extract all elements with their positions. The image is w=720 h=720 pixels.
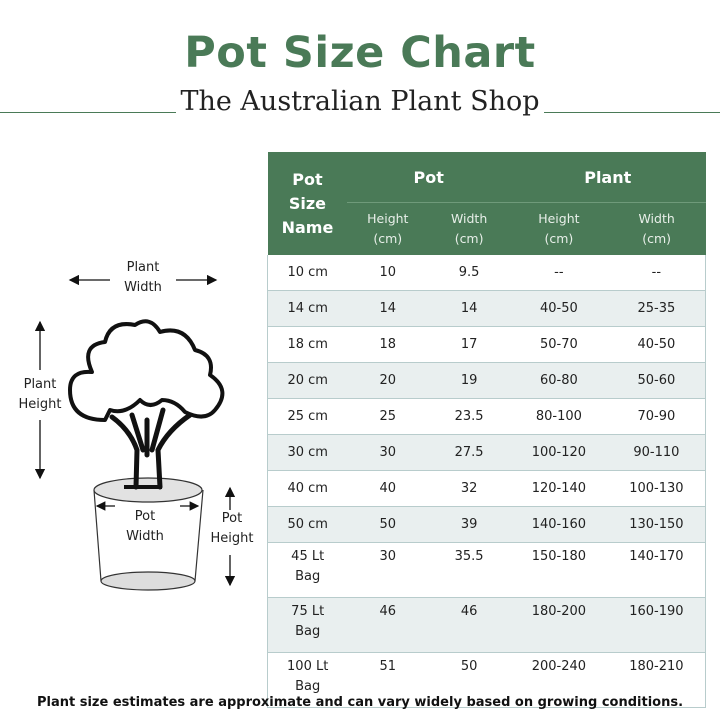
divider-right [544,112,720,113]
pot-size-table: Pot Size Name Pot Plant Height (cm) Width (c… [267,152,706,708]
plant-h-cell: 100-120 [510,434,608,471]
plant-w-cell: -- [607,255,706,291]
plant-h-cell: 200-240 [510,652,608,708]
pot-h-cell: 50 [347,506,429,543]
plant-w-cell: 70-90 [607,398,706,435]
pot-size-name: 30 cm [267,434,348,471]
plant-height-label: Plant Height [18,377,62,412]
pot-size-name: 10 cm [267,255,348,291]
plant-w-cell: 90-110 [607,434,706,471]
plant-w-cell: 140-170 [607,542,706,598]
plant-height-header: Height (cm) [510,202,608,255]
pot-w-cell: 23.5 [428,398,510,435]
pot-w-cell: 27.5 [428,434,510,471]
pot-w-cell: 14 [428,290,510,327]
table-row: 45 Lt Bag 30 35.5 150-180 140-170 [267,542,706,598]
pot-w-cell: 17 [428,326,510,363]
page-title: Pot Size Chart [184,28,536,78]
table-row: 14 cm 14 14 40-50 25-35 [267,290,706,327]
plant-pot-diagram: Plant Width Plant Height Pot Width Pot Heigh… [0,250,265,620]
plant-w-cell: 130-150 [607,506,706,543]
plant-w-cell: 180-210 [607,652,706,708]
pot-h-cell: 46 [347,597,429,653]
table-row: 20 cm 20 19 60-80 50-60 [267,362,706,399]
table-row: 30 cm 30 27.5 100-120 90-110 [267,434,706,471]
table-row: 25 cm 25 23.5 80-100 70-90 [267,398,706,435]
pot-h-cell: 18 [347,326,429,363]
pot-w-cell: 39 [428,506,510,543]
pot-h-cell: 51 [347,652,429,708]
pot-w-cell: 32 [428,470,510,507]
tree-in-pot-illustration [34,274,236,591]
pot-height-label: Pot Height [210,511,254,546]
plant-h-cell: 120-140 [510,470,608,507]
table-row: 75 Lt Bag 46 46 180-200 160-190 [267,597,706,653]
plant-width-label: Plant Width [124,260,162,295]
plant-w-cell: 40-50 [607,326,706,363]
pot-h-cell: 30 [347,542,429,598]
plant-h-cell: 180-200 [510,597,608,653]
pot-width-header: Width (cm) [428,202,510,255]
pot-h-cell: 40 [347,470,429,507]
pot-size-name: 20 cm [267,362,348,399]
pot-w-cell: 50 [428,652,510,708]
pot-size-name: 100 Lt Bag [267,652,348,708]
table-row: 10 cm 10 9.5 -- -- [267,255,706,291]
divider-left [0,112,176,113]
shop-name: The Australian Plant Shop [180,86,540,117]
pot-size-name: 50 cm [267,506,348,543]
pot-w-cell: 19 [428,362,510,399]
pot-size-name-header: Pot Size Name [267,152,348,255]
plant-h-cell: 60-80 [510,362,608,399]
table-row: 50 cm 50 39 140-160 130-150 [267,506,706,543]
pot-h-cell: 30 [347,434,429,471]
plant-group-header: Plant [510,152,706,203]
pot-size-name: 25 cm [267,398,348,435]
pot-w-cell: 46 [428,597,510,653]
pot-size-name: 45 Lt Bag [267,542,348,598]
pot-size-name: 14 cm [267,290,348,327]
disclaimer-note: Plant size estimates are approximate and… [36,695,684,710]
plant-h-cell: 140-160 [510,506,608,543]
pot-group-header: Pot [347,152,510,203]
pot-size-name: 40 cm [267,470,348,507]
pot-size-name: 75 Lt Bag [267,597,348,653]
table-row: 18 cm 18 17 50-70 40-50 [267,326,706,363]
pot-w-cell: 35.5 [428,542,510,598]
pot-width-label: Pot Width [126,509,164,544]
pot-h-cell: 14 [347,290,429,327]
plant-w-cell: 160-190 [607,597,706,653]
plant-h-cell: 80-100 [510,398,608,435]
table-row: 40 cm 40 32 120-140 100-130 [267,470,706,507]
pot-h-cell: 25 [347,398,429,435]
pot-size-name: 18 cm [267,326,348,363]
pot-h-cell: 10 [347,255,429,291]
plant-h-cell: 50-70 [510,326,608,363]
plant-w-cell: 25-35 [607,290,706,327]
plant-w-cell: 100-130 [607,470,706,507]
pot-h-cell: 20 [347,362,429,399]
plant-h-cell: -- [510,255,608,291]
table-row: 100 Lt Bag 51 50 200-240 180-210 [267,652,706,708]
plant-w-cell: 50-60 [607,362,706,399]
pot-height-header: Height (cm) [347,202,429,255]
plant-width-header: Width (cm) [607,202,706,255]
plant-h-cell: 150-180 [510,542,608,598]
pot-w-cell: 9.5 [428,255,510,291]
plant-h-cell: 40-50 [510,290,608,327]
subtitle-row: The Australian Plant Shop [0,86,720,126]
